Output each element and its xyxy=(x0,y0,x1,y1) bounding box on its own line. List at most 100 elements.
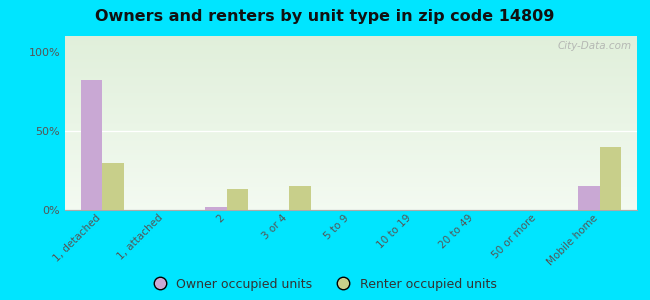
Bar xyxy=(65,100,637,101)
Bar xyxy=(65,129,637,130)
Bar xyxy=(65,62,637,63)
Bar xyxy=(65,52,637,53)
Bar xyxy=(65,75,637,76)
Bar xyxy=(600,147,621,210)
Bar xyxy=(65,66,637,67)
Bar xyxy=(65,106,637,107)
Bar xyxy=(65,79,637,80)
Bar xyxy=(65,175,637,176)
Bar xyxy=(65,189,637,190)
Bar xyxy=(65,143,637,144)
Bar xyxy=(65,108,637,109)
Bar xyxy=(65,71,637,72)
Bar xyxy=(65,124,637,125)
Bar xyxy=(65,113,637,114)
Bar xyxy=(65,133,637,134)
Bar xyxy=(65,164,637,165)
Bar xyxy=(65,159,637,160)
Bar xyxy=(65,193,637,194)
Bar xyxy=(65,123,637,124)
Bar xyxy=(65,161,637,162)
Bar xyxy=(65,151,637,152)
Bar xyxy=(65,126,637,127)
Bar xyxy=(65,90,637,91)
Bar xyxy=(65,54,637,55)
Bar xyxy=(65,186,637,187)
Bar xyxy=(65,156,637,157)
Bar xyxy=(65,137,637,138)
Bar xyxy=(65,81,637,82)
Bar xyxy=(65,203,637,204)
Bar xyxy=(65,146,637,147)
Bar xyxy=(65,38,637,39)
Bar xyxy=(65,152,637,153)
Bar xyxy=(65,135,637,136)
Bar xyxy=(65,207,637,208)
Bar xyxy=(65,141,637,142)
Text: Owners and renters by unit type in zip code 14809: Owners and renters by unit type in zip c… xyxy=(96,9,554,24)
Bar xyxy=(65,140,637,141)
Bar xyxy=(65,49,637,50)
Bar xyxy=(65,103,637,104)
Bar xyxy=(65,85,637,86)
Bar xyxy=(65,184,637,185)
Bar xyxy=(65,97,637,98)
Bar xyxy=(65,144,637,145)
Bar xyxy=(65,65,637,66)
Bar xyxy=(65,119,637,120)
Bar xyxy=(65,181,637,182)
Bar xyxy=(65,209,637,210)
Bar xyxy=(65,36,637,37)
Bar xyxy=(65,102,637,103)
Bar xyxy=(65,172,637,173)
Bar xyxy=(65,99,637,100)
Bar xyxy=(65,85,637,86)
Bar xyxy=(65,176,637,177)
Bar xyxy=(65,110,637,111)
Bar xyxy=(65,166,637,167)
Bar xyxy=(65,180,637,181)
Text: City-Data.com: City-Data.com xyxy=(557,41,631,51)
Bar xyxy=(65,64,637,65)
Bar xyxy=(65,200,637,201)
Bar xyxy=(102,163,124,210)
Bar xyxy=(65,139,637,140)
Bar xyxy=(65,136,637,137)
Bar xyxy=(65,101,637,102)
Bar xyxy=(65,134,637,135)
Bar xyxy=(65,177,637,178)
Bar xyxy=(65,43,637,44)
Bar xyxy=(65,68,637,69)
Bar xyxy=(65,67,637,68)
Bar xyxy=(205,207,227,210)
Bar xyxy=(65,39,637,40)
Bar xyxy=(65,60,637,61)
Bar xyxy=(65,118,637,119)
Bar xyxy=(65,115,637,116)
Bar xyxy=(65,117,637,118)
Bar xyxy=(65,174,637,175)
Bar xyxy=(65,40,637,41)
Bar xyxy=(65,122,637,123)
Bar xyxy=(65,107,637,108)
Bar xyxy=(65,171,637,172)
Bar xyxy=(65,167,637,168)
Bar xyxy=(65,160,637,161)
Bar xyxy=(65,116,637,117)
Bar xyxy=(65,188,637,189)
Bar xyxy=(65,95,637,96)
Bar xyxy=(65,170,637,171)
Bar xyxy=(65,187,637,188)
Bar xyxy=(65,127,637,128)
Bar xyxy=(65,132,637,133)
Bar xyxy=(65,179,637,180)
Bar xyxy=(65,155,637,156)
Bar xyxy=(65,89,637,90)
Bar xyxy=(65,51,637,52)
Bar xyxy=(65,100,637,101)
Bar xyxy=(65,78,637,79)
Bar xyxy=(65,145,637,146)
Bar xyxy=(65,205,637,206)
Bar xyxy=(65,114,637,115)
Bar xyxy=(65,150,637,151)
